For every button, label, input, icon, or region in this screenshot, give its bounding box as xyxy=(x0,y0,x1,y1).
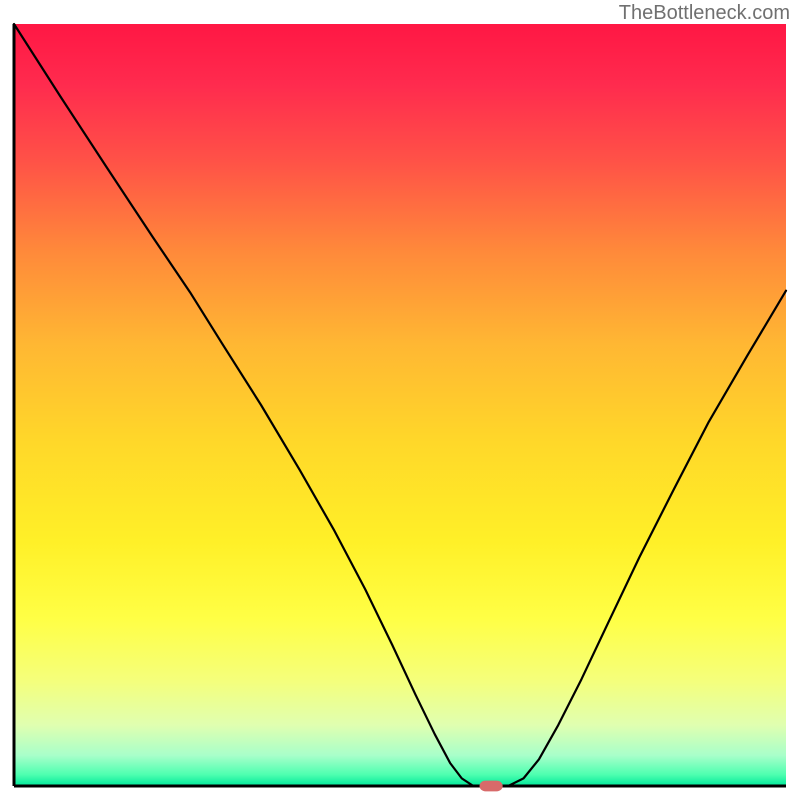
attribution-text: TheBottleneck.com xyxy=(619,2,790,25)
chart-container: TheBottleneck.com xyxy=(0,0,800,800)
bottleneck-chart xyxy=(0,0,800,800)
optimal-marker xyxy=(480,781,503,792)
plot-background xyxy=(14,24,786,786)
